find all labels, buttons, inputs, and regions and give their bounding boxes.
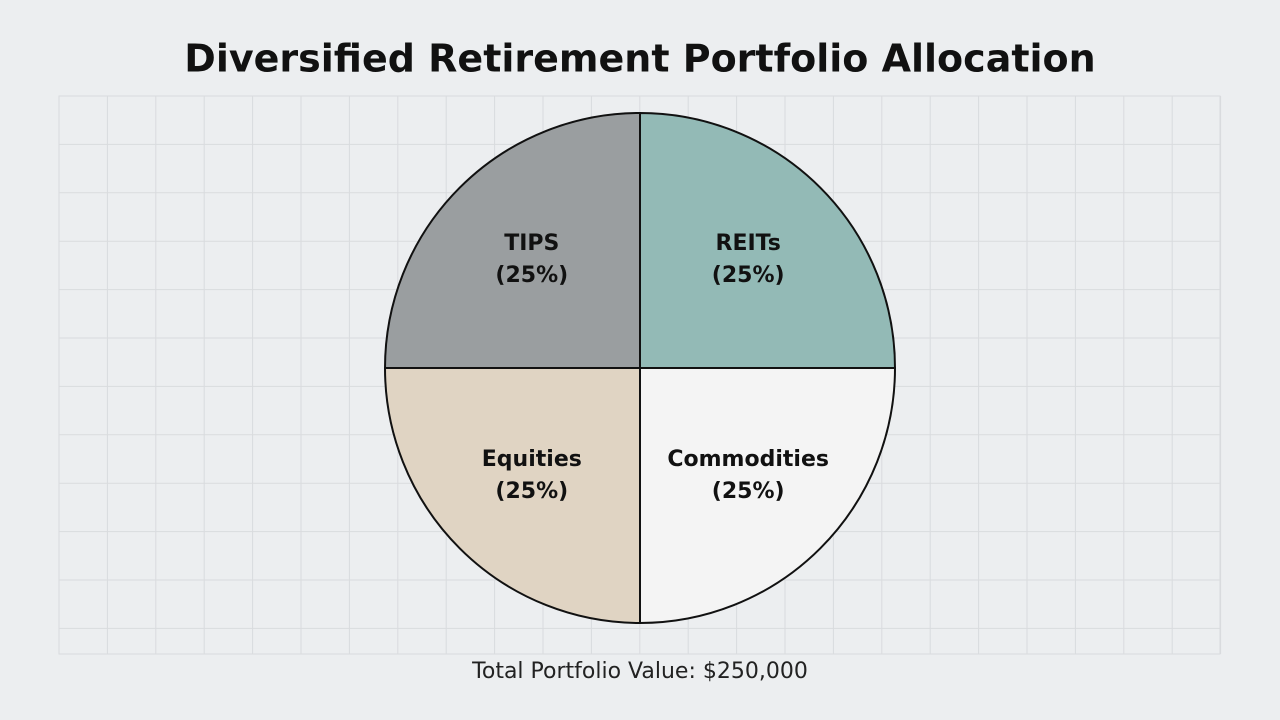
slice-value-label: (25%) (495, 479, 568, 504)
pie-slice (383, 111, 641, 369)
grid-border (58, 95, 1221, 655)
footer-note: Total Portfolio Value: $250,000 (471, 659, 808, 684)
slice-label: TIPS (504, 231, 559, 256)
slice-value-label: (25%) (712, 263, 785, 288)
slice-label: Equities (482, 447, 582, 472)
pie-slice (639, 367, 897, 625)
pie-slice (639, 111, 897, 369)
slice-value-label: (25%) (495, 263, 568, 288)
slice-value-label: (25%) (712, 479, 785, 504)
chart-title: Diversified Retirement Portfolio Allocat… (184, 37, 1095, 81)
pie-slice (383, 367, 641, 625)
slice-label: REITs (716, 231, 781, 256)
slice-label: Commodities (667, 447, 829, 472)
